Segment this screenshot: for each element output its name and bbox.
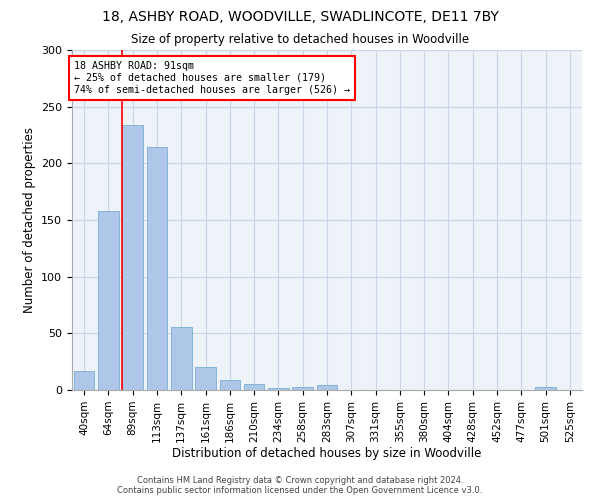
Bar	[146, 148, 167, 390]
Text: Contains HM Land Registry data © Crown copyright and database right 2024.
Contai: Contains HM Land Registry data © Crown c…	[118, 476, 482, 495]
Bar	[535, 386, 556, 390]
Bar	[220, 380, 240, 390]
Text: 18 ASHBY ROAD: 91sqm
← 25% of detached houses are smaller (179)
74% of semi-deta: 18 ASHBY ROAD: 91sqm ← 25% of detached h…	[74, 62, 350, 94]
Bar	[244, 384, 265, 390]
Bar	[122, 125, 143, 390]
Bar	[268, 388, 289, 390]
Bar	[98, 211, 119, 390]
Bar	[74, 370, 94, 390]
Bar	[292, 386, 313, 390]
Bar	[317, 386, 337, 390]
Text: Size of property relative to detached houses in Woodville: Size of property relative to detached ho…	[131, 32, 469, 46]
Bar	[171, 326, 191, 390]
X-axis label: Distribution of detached houses by size in Woodville: Distribution of detached houses by size …	[172, 448, 482, 460]
Y-axis label: Number of detached properties: Number of detached properties	[23, 127, 35, 313]
Text: 18, ASHBY ROAD, WOODVILLE, SWADLINCOTE, DE11 7BY: 18, ASHBY ROAD, WOODVILLE, SWADLINCOTE, …	[101, 10, 499, 24]
Bar	[195, 368, 216, 390]
